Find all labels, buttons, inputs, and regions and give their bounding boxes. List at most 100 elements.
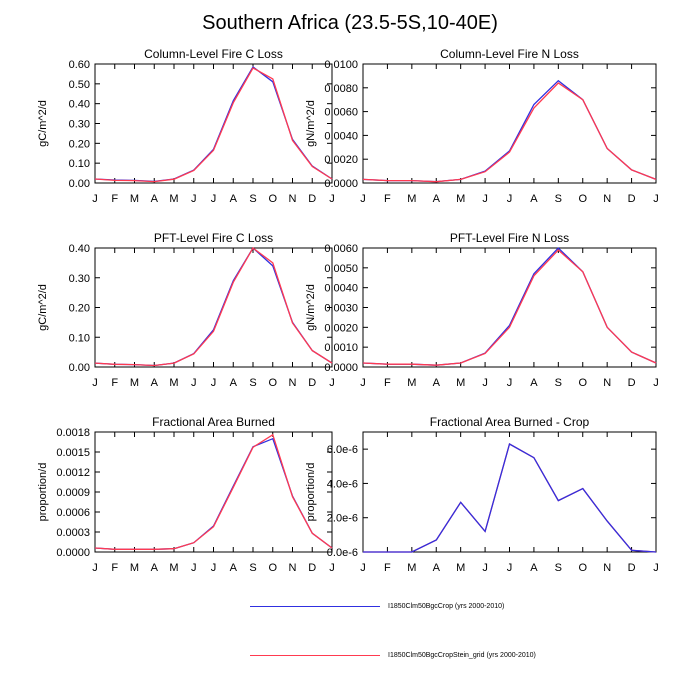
y-tick-label: 0.0040 [324,130,358,142]
x-tick-label: D [308,377,316,389]
series-line-1 [362,247,657,366]
y-tick-label: 0.0020 [324,322,358,334]
panel-title: Column-Level Fire C Loss [144,47,283,61]
main-title: Southern Africa (23.5-5S,10-40E) [202,12,498,34]
plot-frame [362,247,657,368]
y-tick-label: 0.0006 [56,507,90,519]
y-tick-label: 0.0080 [324,83,358,95]
panel-title: Column-Level Fire N Loss [440,47,579,61]
y-tick-label: 0.0030 [324,303,358,315]
series-line-1 [362,79,657,183]
x-tick-label: D [308,562,316,574]
series-line-1 [94,66,333,183]
series-line-1 [363,443,657,553]
y-tick-label: 0.0018 [56,427,90,439]
x-tick-label: A [530,193,538,205]
y-tick-label: 2.0e-6 [327,513,358,525]
panel-5: Fractional Area Burned proportion/d 0.0000… [37,415,335,574]
legend-line-1 [250,606,380,607]
x-tick-label: A [230,562,238,574]
y-tick-label: 0.0020 [324,154,358,166]
x-tick-label: M [130,562,139,574]
y-tick-label: 0.0040 [324,283,358,295]
x-tick-label: F [111,562,118,574]
y-tick-label: 0.10 [69,332,90,344]
y-tick-label: 0.0012 [56,467,90,479]
y-tick-label: 6.0e-6 [327,444,358,456]
y-tick-label: 0.0000 [324,362,358,374]
y-axis-label: proportion/d [305,463,317,522]
y-tick-label: 0.0009 [56,487,90,499]
x-tick-label: J [507,562,513,574]
x-tick-label: J [92,562,98,574]
x-tick-label: S [555,377,562,389]
x-tick-label: J [507,193,513,205]
x-tick-label: J [482,562,488,574]
x-tick-label: S [555,193,562,205]
plot-frame [362,431,657,553]
x-tick-label: J [191,562,197,574]
x-tick-label: M [169,562,178,574]
x-tick-label: D [628,377,636,389]
x-tick-label: J [360,377,366,389]
y-tick-label: 0.0050 [324,263,358,275]
panel-2: Column-Level Fire N Loss gN/m^2/d 0.0000 0.… [305,47,659,205]
x-tick-label: M [169,193,178,205]
x-tick-label: J [653,562,659,574]
x-tick-label: N [289,193,297,205]
x-tick-label: J [482,377,488,389]
x-tick-label: S [249,193,256,205]
x-tick-label: A [151,562,159,574]
y-tick-label: 0.0010 [324,342,358,354]
x-tick-label: F [111,193,118,205]
series-line-2 [363,443,657,553]
x-tick-label: M [407,377,416,389]
x-tick-label: M [456,193,465,205]
series-line-1 [94,437,333,550]
x-tick-label: A [530,562,538,574]
x-tick-label: A [230,377,238,389]
plot-frame [94,247,333,368]
y-tick-label: 0.0000 [56,547,90,559]
y-tick-label: 0.60 [69,59,90,71]
x-tick-label: F [384,562,391,574]
x-tick-label: O [578,377,587,389]
panel-4: PFT-Level Fire N Loss gN/m^2/d 0.0000 0.001… [305,231,659,389]
panel-title: Fractional Area Burned [152,415,275,429]
y-tick-label: 0.30 [69,273,90,285]
plot-frame [94,63,333,184]
y-tick-label: 0.0e-6 [327,547,358,559]
series-line-1 [94,246,333,367]
series-line-2 [94,433,333,550]
x-tick-label: A [433,377,441,389]
x-tick-label: N [289,562,297,574]
x-tick-label: J [482,193,488,205]
y-tick-label: 4.0e-6 [327,478,358,490]
x-tick-label: A [151,377,159,389]
y-tick-label: 0.50 [69,79,90,91]
x-tick-label: M [169,377,178,389]
y-tick-label: 0.40 [69,243,90,255]
y-tick-label: 0.0000 [324,178,358,190]
x-tick-label: J [360,193,366,205]
x-tick-label: A [230,193,238,205]
x-tick-label: F [111,377,118,389]
x-tick-label: A [433,193,441,205]
x-tick-label: O [268,562,277,574]
x-tick-label: O [268,193,277,205]
x-tick-label: J [191,377,197,389]
x-tick-label: J [507,377,513,389]
x-tick-label: J [329,377,335,389]
legend-label-2: I1850Clm50BgcCropStein_grid (yrs 2000-20… [388,652,536,659]
y-tick-label: 0.20 [69,303,90,315]
x-tick-label: J [653,377,659,389]
x-tick-label: M [130,377,139,389]
x-tick-label: N [603,377,611,389]
x-tick-label: J [211,562,217,574]
x-tick-label: O [578,562,587,574]
y-tick-label: 0.40 [69,99,90,111]
y-tick-label: 0.10 [69,158,90,170]
x-tick-label: J [329,562,335,574]
y-tick-label: 0.0003 [56,527,90,539]
